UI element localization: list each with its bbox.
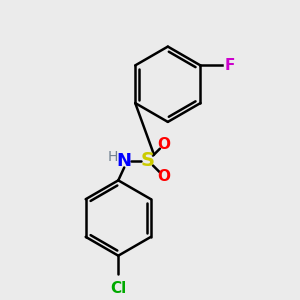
Text: F: F <box>224 58 235 73</box>
Text: O: O <box>158 169 170 184</box>
Text: H: H <box>107 150 118 164</box>
Text: N: N <box>117 152 132 169</box>
Text: Cl: Cl <box>110 281 126 296</box>
Text: O: O <box>158 137 170 152</box>
Text: S: S <box>141 151 155 170</box>
